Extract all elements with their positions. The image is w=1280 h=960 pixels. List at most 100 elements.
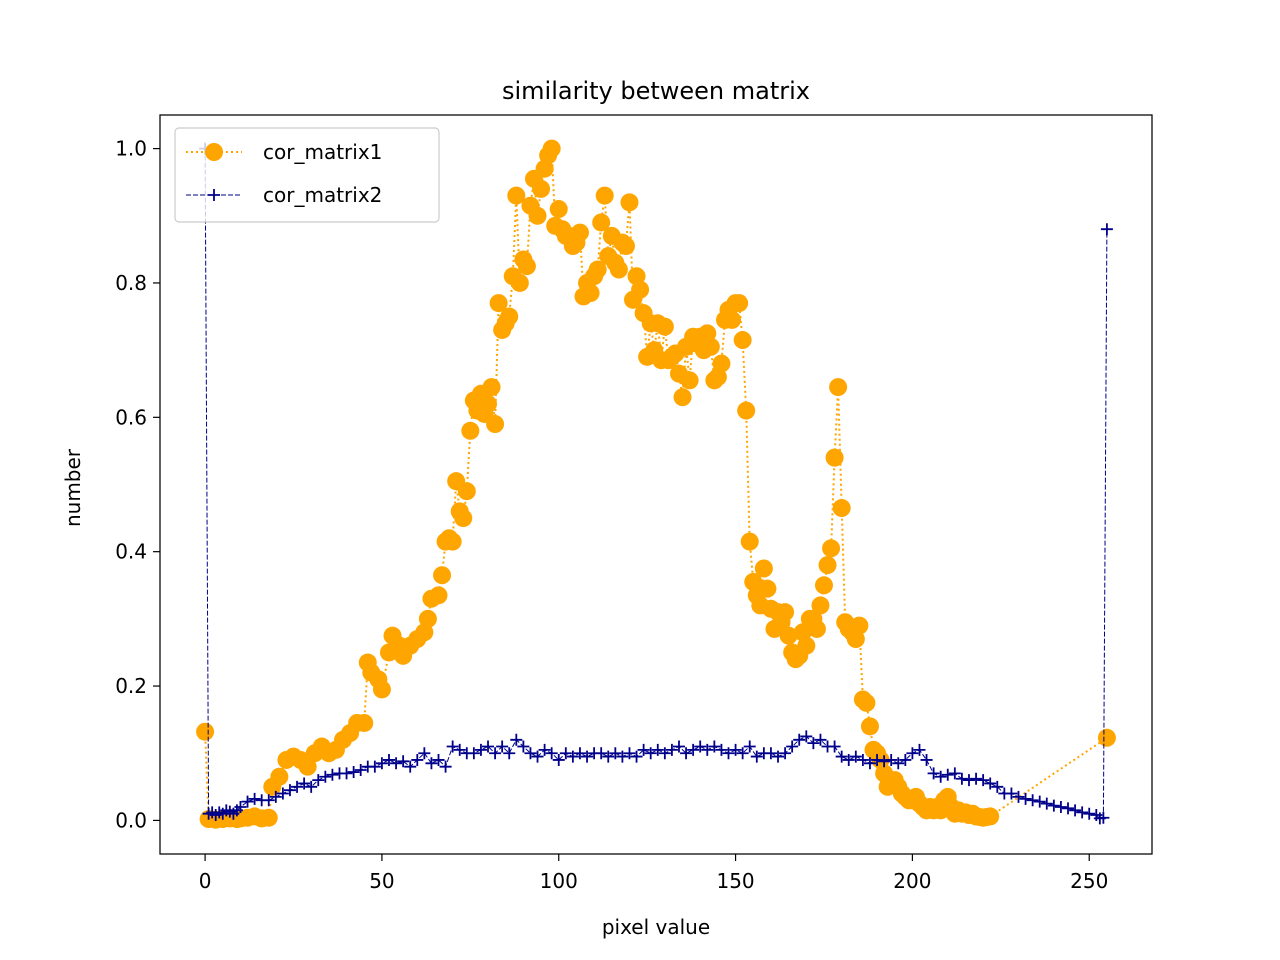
data-point-cor_matrix2: [262, 794, 275, 807]
data-point-cor_matrix2: [927, 767, 940, 780]
data-point-cor_matrix2: [368, 760, 381, 773]
data-point-cor_matrix2: [305, 780, 318, 793]
data-point-cor_matrix1: [723, 310, 742, 329]
data-point-cor_matrix2: [715, 743, 728, 756]
data-point-cor_matrix1: [701, 337, 720, 356]
data-point-cor_matrix2: [863, 757, 876, 770]
data-point-cor_matrix2: [397, 755, 410, 768]
data-point-cor_matrix2: [1026, 794, 1039, 807]
data-point-cor_matrix2: [573, 747, 586, 760]
data-point-cor_matrix1: [595, 186, 614, 205]
data-point-cor_matrix2: [312, 774, 325, 787]
data-point-cor_matrix2: [531, 750, 544, 763]
data-point-cor_matrix2: [807, 737, 820, 750]
data-point-cor_matrix1: [454, 509, 473, 528]
data-point-cor_matrix1: [818, 556, 837, 575]
data-point-cor_matrix1: [712, 354, 731, 373]
data-point-cor_matrix2: [411, 753, 424, 766]
data-point-cor_matrix2: [1012, 790, 1025, 803]
data-point-cor_matrix2: [283, 784, 296, 797]
data-point-cor_matrix1: [372, 680, 391, 699]
data-point-cor_matrix1: [298, 757, 317, 776]
data-point-cor_matrix1: [737, 401, 756, 420]
data-point-cor_matrix2: [340, 767, 353, 780]
data-point-cor_matrix1: [196, 722, 215, 741]
y-tick-label: 0.4: [115, 540, 147, 564]
data-point-cor_matrix2: [962, 774, 975, 787]
data-point-cor_matrix2: [496, 740, 509, 753]
data-point-cor_matrix2: [750, 750, 763, 763]
data-point-cor_matrix1: [673, 388, 692, 407]
data-point-cor_matrix1: [500, 307, 519, 326]
data-point-cor_matrix2: [878, 755, 891, 768]
data-point-cor_matrix2: [920, 753, 933, 766]
data-point-cor_matrix2: [489, 747, 502, 760]
data-point-cor_matrix2: [538, 743, 551, 756]
data-point-cor_matrix2: [298, 777, 311, 790]
data-point-cor_matrix2: [722, 747, 735, 760]
data-point-cor_matrix1: [1097, 728, 1116, 747]
data-point-cor_matrix2: [1005, 787, 1018, 800]
data-point-cor_matrix2: [581, 750, 594, 763]
data-point-cor_matrix1: [461, 421, 480, 440]
data-point-cor_matrix1: [832, 499, 851, 518]
legend-marker-cor_matrix1: [205, 143, 223, 161]
legend-label-cor_matrix1: cor_matrix1: [263, 140, 382, 164]
data-point-cor_matrix2: [729, 743, 742, 756]
data-point-cor_matrix2: [1069, 804, 1082, 817]
data-point-cor_matrix1: [758, 579, 777, 598]
data-point-cor_matrix2: [793, 733, 806, 746]
data-point-cor_matrix2: [694, 740, 707, 753]
data-point-cor_matrix1: [616, 237, 635, 256]
data-point-cor_matrix2: [609, 747, 622, 760]
data-point-cor_matrix2: [779, 747, 792, 760]
y-tick-label: 0.2: [115, 674, 147, 698]
data-point-cor_matrix1: [542, 139, 561, 158]
data-point-cor_matrix2: [658, 747, 671, 760]
data-point-cor_matrix1: [797, 636, 816, 655]
data-point-cor_matrix2: [1047, 799, 1060, 812]
data-point-cor_matrix2: [644, 747, 657, 760]
data-point-cor_matrix2: [736, 747, 749, 760]
data-point-cor_matrix2: [701, 743, 714, 756]
data-point-cor_matrix1: [631, 280, 650, 299]
data-point-cor_matrix1: [581, 284, 600, 303]
series-layer: [196, 139, 1116, 829]
data-point-cor_matrix1: [433, 566, 452, 585]
data-point-cor_matrix1: [860, 717, 879, 736]
x-tick-label: 200: [893, 869, 931, 893]
data-point-cor_matrix1: [620, 193, 639, 212]
data-point-cor_matrix2: [899, 753, 912, 766]
data-point-cor_matrix2: [602, 750, 615, 763]
data-point-cor_matrix2: [743, 740, 756, 753]
y-tick-label: 0.8: [115, 271, 147, 295]
data-point-cor_matrix2: [665, 743, 678, 756]
data-point-cor_matrix2: [871, 753, 884, 766]
x-tick-label: 250: [1070, 869, 1108, 893]
data-point-cor_matrix2: [404, 760, 417, 773]
data-point-cor_matrix2: [439, 760, 452, 773]
data-point-cor_matrix2: [772, 750, 785, 763]
x-axis-label: pixel value: [602, 915, 710, 939]
data-point-cor_matrix2: [892, 757, 905, 770]
data-point-cor_matrix2: [630, 750, 643, 763]
data-point-cor_matrix2: [977, 774, 990, 787]
data-point-cor_matrix1: [457, 482, 476, 501]
data-point-cor_matrix2: [566, 750, 579, 763]
data-point-cor_matrix2: [687, 743, 700, 756]
data-point-cor_matrix2: [934, 770, 947, 783]
data-point-cor_matrix1: [443, 532, 462, 551]
data-point-cor_matrix1: [517, 257, 536, 276]
data-point-cor_matrix2: [1100, 223, 1113, 236]
plot-area-frame: [159, 114, 1153, 855]
data-point-cor_matrix2: [482, 740, 495, 753]
data-point-cor_matrix1: [825, 448, 844, 467]
data-point-cor_matrix2: [849, 750, 862, 763]
data-point-cor_matrix2: [347, 766, 360, 779]
x-tick-label: 100: [540, 869, 578, 893]
data-point-cor_matrix1: [355, 713, 374, 732]
data-point-cor_matrix2: [1033, 795, 1046, 808]
data-point-cor_matrix2: [828, 740, 841, 753]
series-line-cor_matrix1: [204, 144, 1108, 821]
data-point-cor_matrix2: [425, 757, 438, 770]
